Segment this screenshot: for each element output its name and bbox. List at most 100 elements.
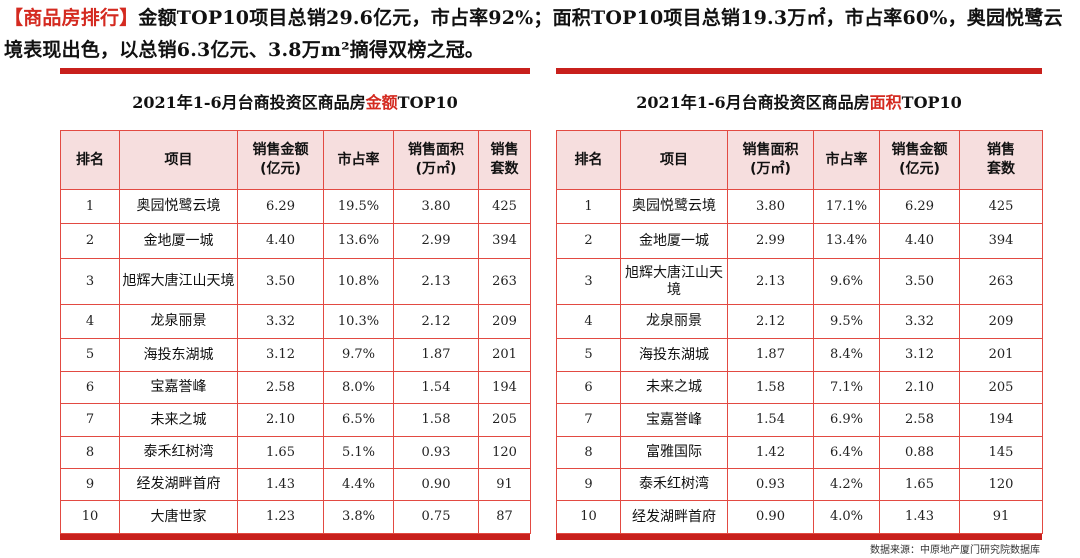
table-row: 4 龙泉丽景 3.32 10.3% 2.12 209: [60, 304, 531, 339]
share-cell: 10.8%: [323, 258, 394, 305]
value-cell: 1.87: [393, 338, 479, 372]
value-cell: 6.29: [879, 189, 960, 224]
share-cell: 6.5%: [323, 403, 394, 437]
value-cell: 1.87: [727, 338, 814, 372]
value-cell: 2.13: [727, 258, 814, 305]
value-cell: 3.12: [237, 338, 324, 372]
value-cell: 2.99: [727, 223, 814, 259]
table-row: 9 泰禾红树湾 0.93 4.2% 1.65 120: [556, 468, 1043, 501]
share-cell: 17.1%: [813, 189, 880, 224]
value-cell: 1.43: [879, 500, 960, 534]
project-name-cell: 经发湖畔首府: [620, 500, 728, 534]
value-cell: 6.29: [237, 189, 324, 224]
value-cell: 1.23: [237, 500, 324, 534]
units-cell: 394: [478, 223, 531, 259]
share-cell: 6.4%: [813, 436, 880, 469]
share-cell: 6.9%: [813, 403, 880, 437]
project-name-cell: 宝嘉誉峰: [119, 371, 238, 404]
rank-cell: 4: [60, 304, 120, 339]
rank-cell: 7: [556, 403, 621, 437]
value-cell: 3.50: [879, 258, 960, 305]
rank-cell: 2: [60, 223, 120, 259]
amount-ranking-table: 排名 项目 销售金额 (亿元) 市占率 销售面积 (万㎡) 销售 套数 1 奥园悦鹭云境 6.29 1…: [60, 130, 531, 534]
units-cell: 201: [478, 338, 531, 372]
value-cell: 2.13: [393, 258, 479, 305]
table-row: 2 金地厦一城 4.40 13.6% 2.99 394: [60, 223, 531, 259]
area-table-title: 2021年1-6月台商投资区商品房面积TOP10: [636, 93, 962, 112]
table-row: 6 未来之城 1.58 7.1% 2.10 205: [556, 371, 1043, 404]
column-header: 排名: [60, 130, 120, 190]
units-cell: 263: [478, 258, 531, 305]
project-name-cell: 旭辉大唐江山天境: [620, 258, 728, 305]
table-row: 1 奥园悦鹭云境 3.80 17.1% 6.29 425: [556, 189, 1043, 224]
table-row: 8 泰禾红树湾 1.65 5.1% 0.93 120: [60, 436, 531, 469]
rank-cell: 1: [556, 189, 621, 224]
units-cell: 91: [478, 468, 531, 501]
column-header: 销售金额 (亿元): [237, 130, 324, 190]
units-cell: 205: [959, 371, 1043, 404]
table-header-row: 排名 项目 销售金额 (亿元) 市占率 销售面积 (万㎡) 销售 套数: [60, 130, 531, 190]
table-header-row: 排名 项目 销售面积 (万㎡) 市占率 销售金额 (亿元) 销售 套数: [556, 130, 1043, 190]
value-cell: 3.80: [727, 189, 814, 224]
table-body: 1 奥园悦鹭云境 6.29 19.5% 3.80 425 2 金地厦一城 4.40 13.6% 2.…: [60, 189, 531, 534]
column-header: 销售 套数: [959, 130, 1043, 190]
project-name-cell: 龙泉丽景: [119, 304, 238, 339]
value-cell: 1.58: [393, 403, 479, 437]
table-row: 6 宝嘉誉峰 2.58 8.0% 1.54 194: [60, 371, 531, 404]
value-cell: 4.40: [237, 223, 324, 259]
table-row: 5 海投东湖城 3.12 9.7% 1.87 201: [60, 338, 531, 372]
table-row: 5 海投东湖城 1.87 8.4% 3.12 201: [556, 338, 1043, 372]
column-header: 项目: [620, 130, 728, 190]
headline-text: 金额TOP10项目总销29.6亿元，市占率92%；面积TOP10项目总销19.3…: [4, 7, 1063, 61]
units-cell: 91: [959, 500, 1043, 534]
units-cell: 425: [478, 189, 531, 224]
rank-cell: 1: [60, 189, 120, 224]
share-cell: 8.0%: [323, 371, 394, 404]
value-cell: 3.32: [237, 304, 324, 339]
value-cell: 3.80: [393, 189, 479, 224]
rank-cell: 5: [60, 338, 120, 372]
table-row: 2 金地厦一城 2.99 13.4% 4.40 394: [556, 223, 1043, 259]
column-header: 销售 套数: [478, 130, 531, 190]
share-cell: 5.1%: [323, 436, 394, 469]
rank-cell: 10: [556, 500, 621, 534]
rank-cell: 7: [60, 403, 120, 437]
table-row: 3 旭辉大唐江山天境 3.50 10.8% 2.13 263: [60, 258, 531, 305]
value-cell: 0.90: [727, 500, 814, 534]
table-row: 7 未来之城 2.10 6.5% 1.58 205: [60, 403, 531, 437]
share-cell: 4.4%: [323, 468, 394, 501]
units-cell: 145: [959, 436, 1043, 469]
project-name-cell: 未来之城: [620, 371, 728, 404]
value-cell: 2.10: [879, 371, 960, 404]
rank-cell: 5: [556, 338, 621, 372]
panel-bottom-bar: [556, 534, 1042, 540]
value-cell: 3.50: [237, 258, 324, 305]
project-name-cell: 经发湖畔首府: [119, 468, 238, 501]
column-header: 市占率: [323, 130, 394, 190]
units-cell: 87: [478, 500, 531, 534]
value-cell: 2.12: [727, 304, 814, 339]
project-name-cell: 龙泉丽景: [620, 304, 728, 339]
value-cell: 2.12: [393, 304, 479, 339]
panel-bottom-bar: [60, 534, 530, 540]
units-cell: 263: [959, 258, 1043, 305]
units-cell: 209: [478, 304, 531, 339]
project-name-cell: 泰禾红树湾: [620, 468, 728, 501]
units-cell: 194: [959, 403, 1043, 437]
value-cell: 0.75: [393, 500, 479, 534]
column-header: 销售面积 (万㎡): [393, 130, 479, 190]
rank-cell: 2: [556, 223, 621, 259]
share-cell: 8.4%: [813, 338, 880, 372]
value-cell: 4.40: [879, 223, 960, 259]
value-cell: 1.54: [393, 371, 479, 404]
rank-cell: 3: [60, 258, 120, 305]
headline-tag: 【商品房排行】: [4, 7, 139, 29]
share-cell: 13.4%: [813, 223, 880, 259]
column-header: 项目: [119, 130, 238, 190]
units-cell: 194: [478, 371, 531, 404]
headline: 【商品房排行】金额TOP10项目总销29.6亿元，市占率92%；面积TOP10项…: [4, 2, 1076, 66]
column-header: 排名: [556, 130, 621, 190]
project-name-cell: 宝嘉誉峰: [620, 403, 728, 437]
value-cell: 1.58: [727, 371, 814, 404]
rank-cell: 8: [556, 436, 621, 469]
